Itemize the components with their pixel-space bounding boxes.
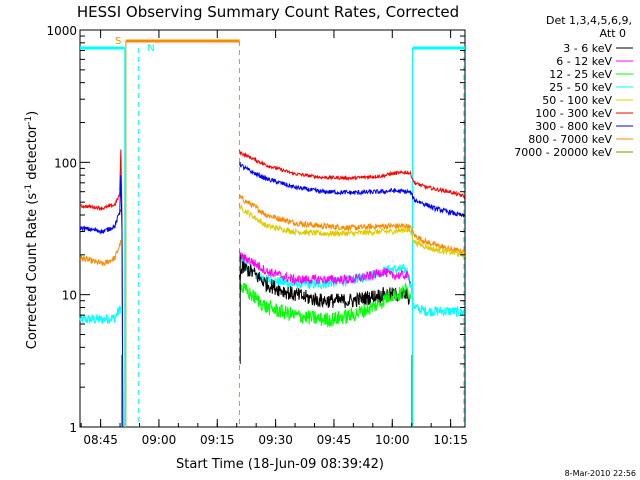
series-0	[239, 261, 411, 309]
series-2	[239, 281, 411, 328]
series-line-2	[239, 281, 411, 328]
y-tick-label-0: 1	[69, 421, 77, 435]
y-axis-label: Corrected Count Rate (s-1 detector-1)	[24, 111, 40, 349]
flare-spike-blue	[119, 175, 124, 428]
series-6	[79, 161, 465, 235]
legend-label-6: 300 - 800 keV	[535, 120, 612, 133]
series-line-3	[79, 305, 122, 324]
footer-date: 8-Mar-2010 22:56	[565, 469, 636, 478]
series-4	[239, 204, 465, 258]
saa-marker-label: S	[115, 36, 121, 47]
legend-header-1: Det 1,3,4,5,6,9,	[546, 14, 632, 27]
x-tick-label-0: 08:45	[83, 433, 118, 447]
y-axis: 1 10 100 1000	[46, 24, 465, 435]
series-5	[79, 150, 465, 212]
legend-label-1: 6 - 12 keV	[556, 55, 612, 68]
legend-label-0: 3 - 6 keV	[563, 42, 612, 55]
y-tick-label-2: 100	[54, 156, 77, 170]
plot-area: SN	[79, 29, 466, 428]
y-axis-label-sup1: -1	[24, 184, 34, 193]
x-tick-label-5: 10:00	[375, 433, 410, 447]
series-line-5	[79, 191, 121, 212]
chart-title: HESSI Observing Summary Count Rates, Cor…	[77, 3, 459, 21]
series-line-6	[79, 209, 122, 235]
x-axis-label: Start Time (18-Jun-09 08:39:42)	[176, 457, 384, 472]
series-line-4	[239, 204, 465, 258]
legend-header-2: Att 0	[600, 27, 626, 40]
x-axis: 08:45 09:00 09:15 09:30 09:45 10:00 10:15	[80, 30, 468, 447]
y-axis-label-sup2: -1	[24, 116, 34, 125]
y-axis-label-end: )	[25, 111, 40, 116]
legend-label-7: 800 - 7000 keV	[528, 133, 612, 146]
night-marker-label: N	[147, 43, 154, 54]
legend-label-4: 50 - 100 keV	[542, 94, 612, 107]
series-line-1	[239, 250, 411, 286]
series-7	[79, 194, 465, 266]
x-tick-label-2: 09:15	[200, 433, 235, 447]
legend-label-5: 100 - 300 keV	[535, 107, 612, 120]
y-axis-label-mid: detector	[25, 124, 40, 184]
series-line-6	[239, 161, 465, 218]
series-line-7	[239, 194, 465, 256]
attenuator-overlays: SN	[80, 36, 465, 427]
series-1	[239, 250, 411, 286]
legend-label-8: 7000 - 20000 keV	[514, 146, 612, 159]
x-tick-label-4: 09:45	[317, 433, 352, 447]
series-line-7	[79, 240, 122, 266]
y-tick-label-3: 1000	[46, 24, 77, 38]
legend-label-3: 25 - 50 keV	[549, 81, 612, 94]
legend-label-2: 12 - 25 keV	[549, 68, 612, 81]
series-layer	[79, 149, 465, 428]
y-axis-label-main: Corrected Count Rate (s	[25, 193, 40, 350]
x-tick-label-6: 10:15	[433, 433, 468, 447]
y-tick-label-1: 10	[62, 289, 77, 303]
series-line-5	[239, 150, 465, 200]
x-tick-label-1: 09:00	[142, 433, 177, 447]
series-line-0	[239, 261, 411, 309]
x-tick-label-3: 09:30	[258, 433, 293, 447]
